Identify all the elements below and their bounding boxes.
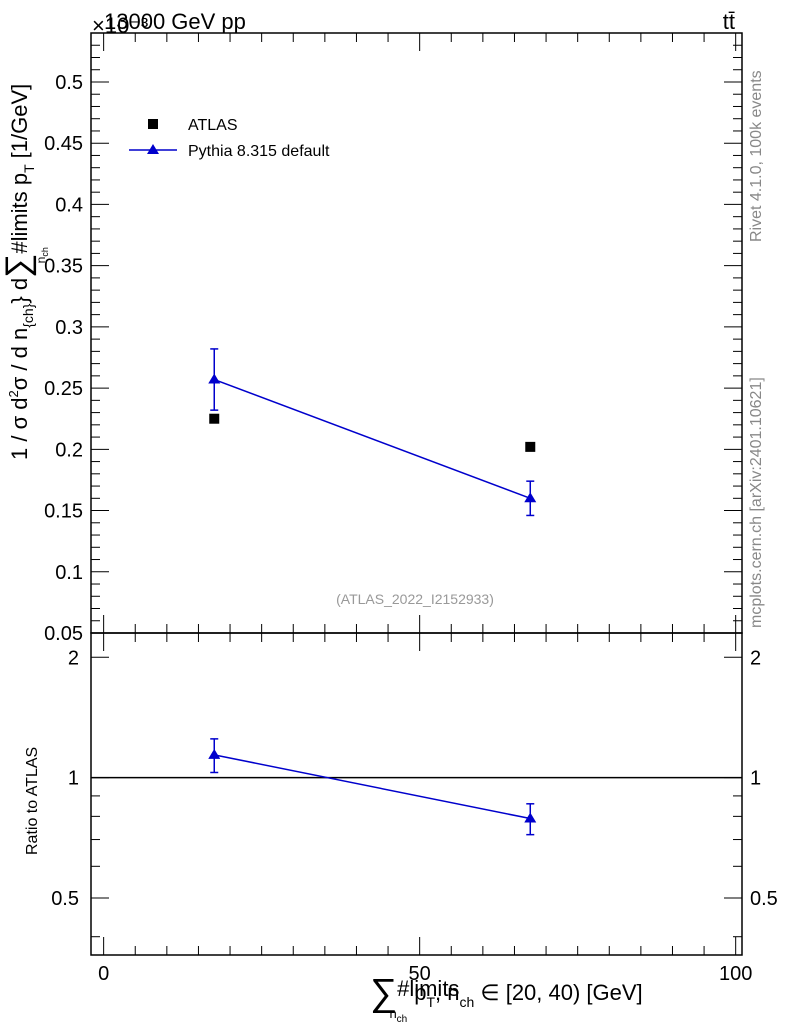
header-process-label: tt̄ (723, 9, 735, 34)
xlabel-part-c-sub: ch (460, 994, 475, 1010)
main-y-tick-label: 0.35 (44, 256, 83, 278)
xlabel-part-a-subsub: ch (397, 1014, 408, 1024)
legend-pythia-label: Pythia 8.315 default (188, 143, 330, 160)
main-y-tick-label: 0.3 (55, 317, 83, 339)
main-y-tick-label: 0.15 (44, 501, 83, 523)
svg-text:1 / σ d2σ / d n{ch}} d∑#limits: 1 / σ d2σ / d n{ch}} d∑#limitsnch pT [1/Ge… (0, 84, 50, 460)
xlabel-part-b-sub: T (426, 994, 435, 1010)
x-tick-label: 50 (409, 963, 431, 985)
ratio-panel-frame (90, 632, 743, 956)
ratio-y-tick-label-right: 1 (750, 768, 761, 790)
ratio-y-tick-label-right: 0.5 (750, 888, 778, 910)
main-y-tick-label: 0.4 (55, 194, 83, 216)
xlabel-part-d: ∈ [20, 40) [GeV] (474, 980, 642, 1005)
main-y-tick-label: 0.45 (44, 133, 83, 155)
ylabel-part-d-sub: n (34, 257, 48, 264)
ratio-point (524, 812, 537, 823)
ylabel-part-d-subsub: ch (40, 247, 50, 257)
ratio-point (208, 748, 221, 759)
pythia-point (208, 373, 221, 384)
ratio-series-line (214, 754, 531, 820)
xlabel-sigma: ∑ (370, 972, 397, 1014)
ylabel-part-b: σ / d n (7, 328, 32, 391)
ratio-y-axis-label: Ratio to ATLAS (24, 747, 41, 855)
x-tick-label: 0 (98, 963, 109, 985)
main-y-tick-label: 0.5 (55, 72, 83, 94)
rivet-version-label: Rivet 4.1.0, 100k events (748, 70, 765, 242)
atlas-point (525, 441, 536, 452)
legend-atlas-label: ATLAS (188, 117, 238, 134)
legend: ATLAS Pythia 8.315 default (129, 117, 330, 160)
legend-atlas-marker (148, 119, 158, 129)
main-y-axis: 0.05 0.1 0.15 0.2 0.25 0.3 0.35 0.4 0.45 0.5 (44, 32, 742, 645)
ratio-y-tick-label: 2 (68, 647, 79, 669)
pythia-series-line (213, 378, 531, 500)
xlabel-part-b: p (414, 980, 426, 1005)
main-data-layer (208, 348, 537, 517)
ylabel-part-e: p (7, 173, 32, 185)
ylabel-part-c: } d (7, 278, 32, 304)
main-y-tick-label: 0.2 (55, 439, 83, 461)
ylabel-part-f: [1/GeV] (7, 84, 32, 159)
ratio-y-axis: 0.5 0.5 1 1 2 2 (51, 647, 778, 938)
ratio-y-tick-label: 1 (68, 768, 79, 790)
main-y-tick-label: 0.1 (55, 562, 83, 584)
ylabel-part-b-sub: {ch} (20, 303, 36, 327)
ylabel-part-a-sup: 2 (6, 390, 21, 397)
ratio-data-layer (91, 738, 742, 836)
pythia-point (524, 492, 537, 503)
ratio-y-tick-label: 0.5 (51, 888, 79, 910)
main-y-axis-label: 1 / σ d2σ / d n{ch}} d∑#limitsnch pT [1/Ge… (0, 84, 50, 460)
svg-text:∑#limitsnchpT, nch ∈ [20, 40): ∑#limits nchpT, nch ∈ [20, 40) [GeV] (370, 972, 643, 1024)
ylabel-part-d: #limits (7, 191, 32, 253)
xlabel-part-a-sub: n (389, 1006, 396, 1021)
x-tick-label: 100 (719, 963, 752, 985)
xlabel-part-c: , n (435, 980, 459, 1005)
xlabel-part-a: #limits (397, 976, 459, 1001)
ylabel-sigma: ∑ (0, 254, 37, 278)
header-energy-label: 13000 GeV pp (104, 9, 246, 34)
ylabel-part-e-sub: T (21, 164, 37, 173)
x-axis: 0 50 100 (98, 33, 752, 985)
main-y-tick-label: 0.05 (44, 623, 83, 645)
atlas-point (209, 413, 220, 424)
main-y-tick-label: 0.25 (44, 378, 83, 400)
x-axis-label: ∑#limits nchpT, nch ∈ [20, 40) [GeV] (370, 972, 643, 1024)
analysis-watermark: (ATLAS_2022_I2152933) (336, 591, 494, 607)
ratio-y-tick-label-right: 2 (750, 647, 761, 669)
mcplots-label: mcplots.cern.ch [arXiv:2401.10621] (748, 377, 765, 628)
header-exponent: ×10⁻³ (92, 13, 148, 38)
legend-pythia-marker (147, 144, 159, 154)
ylabel-part-a: 1 / σ d (7, 398, 32, 461)
